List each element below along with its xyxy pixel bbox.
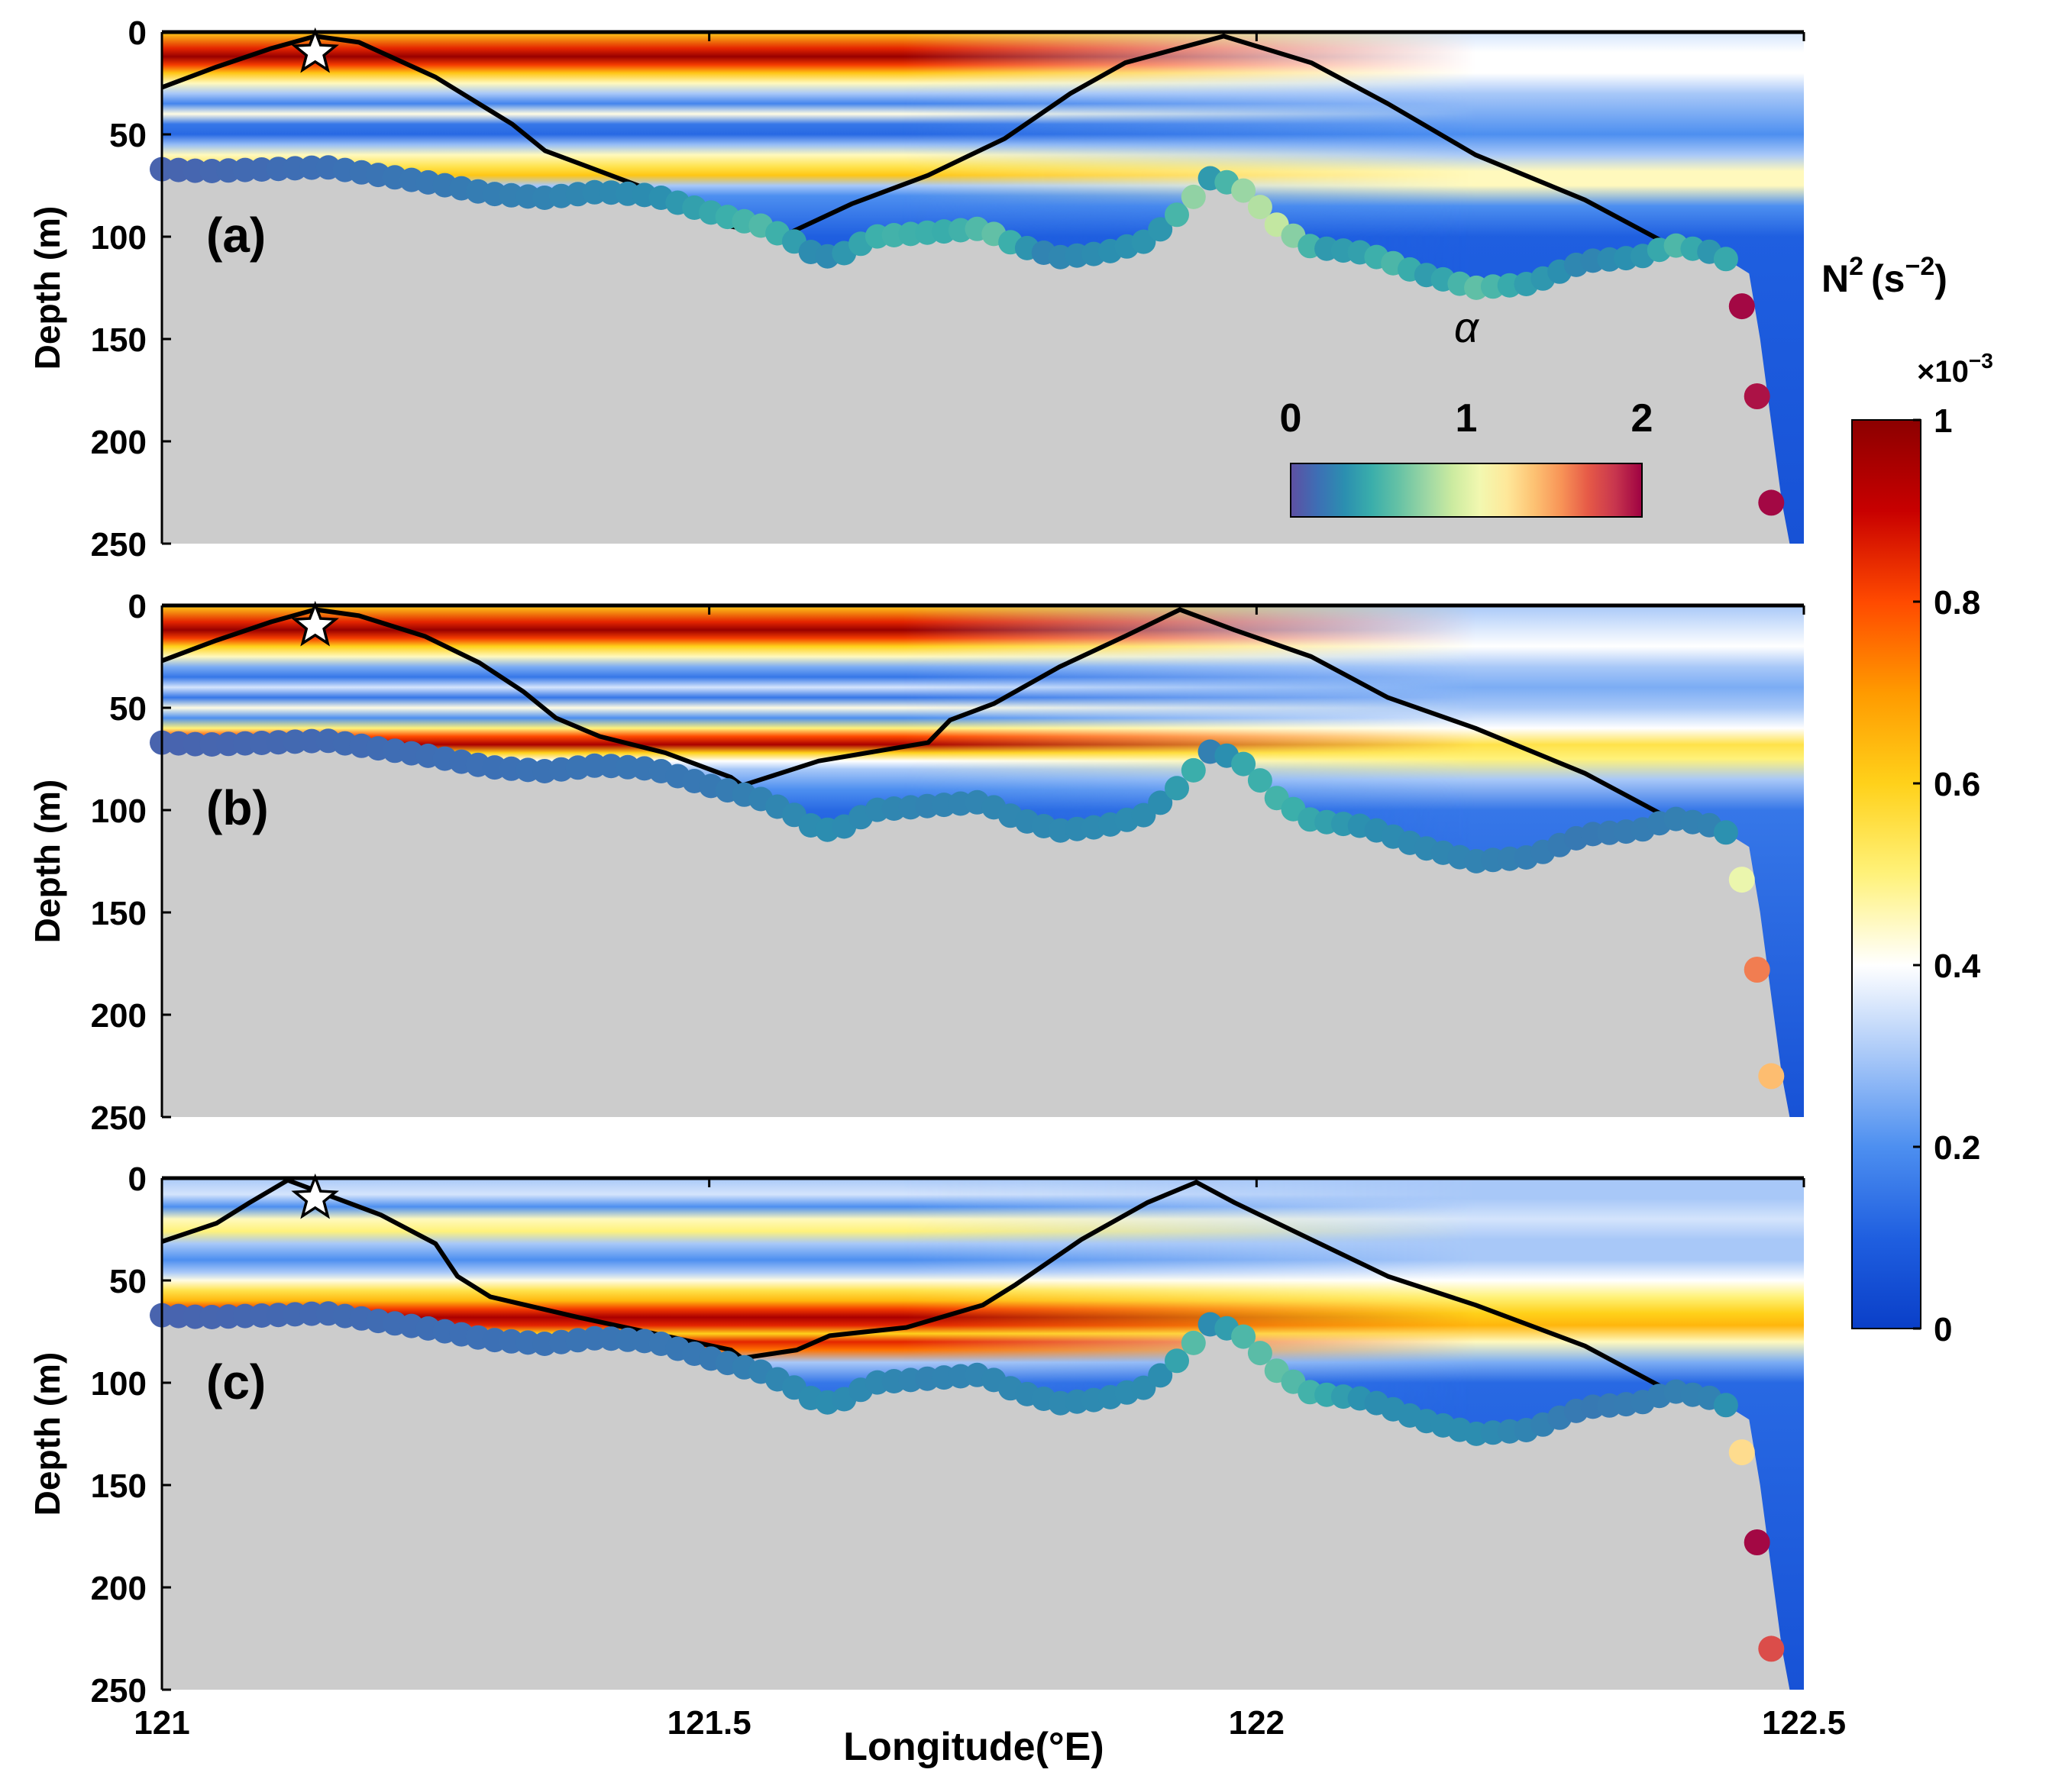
alpha-dot <box>1131 802 1156 828</box>
alpha-dot <box>1148 790 1173 815</box>
alpha-dots <box>150 1301 1785 1662</box>
alpha-dot <box>1713 1393 1738 1418</box>
y-tick-label: 250 <box>91 526 147 563</box>
colorbar-title: N2 (s−2) <box>1821 252 1947 300</box>
alpha-dot <box>1181 184 1206 209</box>
colorbar-tick-label: 0.4 <box>1934 948 1981 985</box>
y-axis-label: Depth (m) <box>27 1352 67 1516</box>
x-tick-label: 122.5 <box>1762 1704 1846 1742</box>
panel-b: 0 50 100 150 200 250 Depth (m) (b) <box>27 588 1804 1137</box>
colorbar: N2 (s−2) ×10−3 0 0.2 0.4 0.6 0.8 1 <box>1821 252 1993 1348</box>
panel-label: (a) <box>206 208 266 263</box>
alpha-dot <box>1231 751 1256 777</box>
colorbar-tick-label: 0.2 <box>1934 1129 1980 1167</box>
alpha-dot <box>1713 247 1738 272</box>
alpha-dot <box>1181 1330 1206 1355</box>
alpha-dot <box>1247 768 1272 793</box>
colorbar-tick-label: 0.8 <box>1934 584 1980 622</box>
alpha-dot <box>1148 217 1173 242</box>
x-axis-label: Longitude(°E) <box>843 1725 1104 1769</box>
ray-line-west <box>160 607 744 788</box>
y-tick-label: 200 <box>91 1570 147 1607</box>
y-tick-label: 200 <box>91 424 147 461</box>
alpha-dot <box>1131 229 1156 254</box>
alpha-dot-deep <box>1728 867 1755 893</box>
alpha-legend-tick: 0 <box>1280 396 1302 441</box>
alpha-dots <box>150 728 1785 1090</box>
alpha-dot <box>1181 757 1206 783</box>
y-tick-label: 200 <box>91 997 147 1035</box>
alpha-dot <box>1165 776 1189 801</box>
panel-a: 0 50 100 150 200 250 Depth (m) (a) α 0 1 2 <box>27 15 1804 563</box>
alpha-legend: α 0 1 2 <box>1280 303 1653 518</box>
alpha-legend-label: α <box>1454 303 1480 351</box>
panel-c: 0 50 100 150 200 250 Depth (m) (c) <box>27 1161 1804 1710</box>
alpha-dot <box>1165 1348 1189 1374</box>
colorbar-ticks: 0 0.2 0.4 0.6 0.8 1 <box>1913 402 1981 1348</box>
y-tick-label: 150 <box>91 895 147 932</box>
y-tick-label: 250 <box>91 1672 147 1710</box>
alpha-dot <box>1148 1363 1173 1388</box>
y-tick-label: 150 <box>91 321 147 359</box>
alpha-dot-deep <box>1744 957 1770 983</box>
colorbar-tick-label: 0.6 <box>1934 766 1980 803</box>
alpha-dot <box>1231 178 1256 203</box>
y-tick-label: 50 <box>109 117 147 154</box>
alpha-dot-deep <box>1758 489 1785 516</box>
alpha-dot <box>1131 1375 1156 1400</box>
alpha-dots <box>150 155 1785 516</box>
alpha-dot <box>1231 1324 1256 1349</box>
y-tick-label: 100 <box>91 1365 147 1403</box>
alpha-dot-deep <box>1744 383 1770 409</box>
y-tick-label: 100 <box>91 793 147 830</box>
colorbar-tick-label: 0 <box>1934 1311 1952 1348</box>
alpha-dot-deep <box>1758 1635 1785 1662</box>
x-tick-label: 121 <box>134 1704 189 1742</box>
colorbar-gradient <box>1851 419 1921 1329</box>
alpha-dot <box>1165 202 1189 228</box>
alpha-dot-deep <box>1728 1439 1755 1466</box>
alpha-dot-deep <box>1728 293 1755 320</box>
alpha-legend-tick: 1 <box>1456 396 1478 441</box>
colorbar-scale-label: ×10−3 <box>1917 349 1993 389</box>
ray-line-east <box>784 34 1674 247</box>
x-tick-label: 121.5 <box>667 1704 751 1742</box>
panel-label: (b) <box>206 780 269 835</box>
y-tick-label: 0 <box>128 15 147 52</box>
y-tick-label: 50 <box>109 690 147 728</box>
y-tick-label: 100 <box>91 219 147 257</box>
star-marker <box>291 1173 339 1219</box>
y-axis-label: Depth (m) <box>27 206 67 370</box>
x-tick-labels: 121 121.5 122 122.5 <box>134 32 1846 1742</box>
star-marker <box>291 27 339 73</box>
colorbar-tick-label: 1 <box>1934 402 1952 440</box>
alpha-dot-deep <box>1758 1063 1785 1090</box>
y-tick-label: 0 <box>128 1161 147 1198</box>
y-tick-label: 150 <box>91 1468 147 1505</box>
star-marker <box>291 600 339 647</box>
y-tick-label: 50 <box>109 1263 147 1300</box>
alpha-dot <box>1247 1341 1272 1366</box>
ray-line-east <box>742 1180 1674 1393</box>
ray-line-east <box>741 607 1674 821</box>
alpha-dot <box>1247 195 1272 220</box>
panels: 0 50 100 150 200 250 Depth (m) (a) α 0 1 2 0 50 100 150… <box>27 15 1804 1710</box>
y-tick-label: 250 <box>91 1099 147 1137</box>
alpha-legend-tick: 2 <box>1631 396 1653 441</box>
alpha-dot-deep <box>1744 1529 1770 1555</box>
alpha-dot <box>1713 820 1738 845</box>
x-tick-label: 122 <box>1229 1704 1285 1742</box>
y-axis-label: Depth (m) <box>27 780 67 944</box>
alpha-legend-gradient <box>1290 463 1643 518</box>
panel-label: (c) <box>206 1354 266 1409</box>
y-tick-label: 0 <box>128 588 147 625</box>
